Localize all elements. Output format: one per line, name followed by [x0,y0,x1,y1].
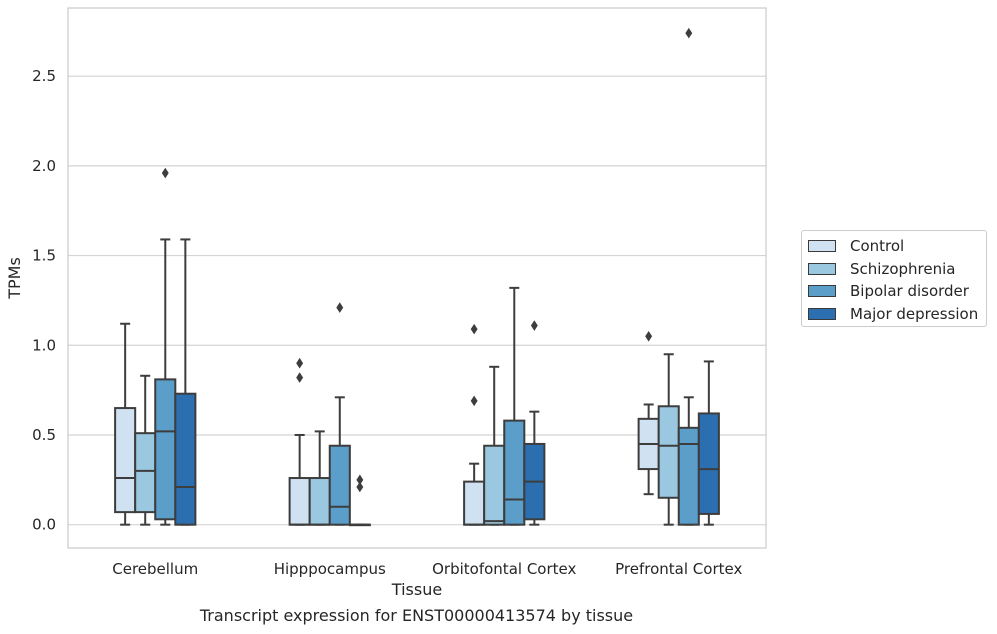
box-iqr [114,407,137,514]
box-3-3 [697,360,720,526]
legend-label: Bipolar disorder [850,282,969,301]
box-0-2 [154,167,177,526]
box-iqr [503,419,526,526]
outlier-point [470,323,478,335]
x-tick-label: Hipppocampus [274,560,386,578]
outlier-point [296,372,304,383]
y-tick-label: 2.0 [32,157,56,175]
box-iqr [174,392,197,526]
outlier-point [530,320,538,331]
box-iqr [288,477,311,526]
y-tick-label: 0.5 [32,426,56,444]
box-0-0 [114,322,137,526]
x-tick-label: Cerebellum [112,560,198,578]
box-iqr [463,480,486,526]
box-iqr [697,412,720,515]
legend-swatch [808,285,836,298]
legend: Control Schizophrenia Bipolar disorder Majo… [801,230,987,327]
legend-label: Schizophrenia [850,259,956,278]
outlier-point [336,302,344,313]
box-iqr [657,405,680,499]
legend-swatch [808,262,836,275]
box-2-3 [523,320,546,526]
outlier-point [356,481,364,493]
x-tick-label: Prefrontal Cortex [615,560,742,578]
box-2-1 [483,365,506,526]
box-1-3 [348,474,371,527]
y-tick-label: 1.5 [32,247,56,265]
box-iqr [308,477,331,526]
box-iqr [328,444,351,526]
box-iqr [483,444,506,526]
box-iqr [154,378,177,521]
y-tick-labels: 0.0 0.5 1.0 1.5 2.0 2.5 [32,67,56,534]
boxes-layer [114,27,720,527]
legend-label: Major depression [850,304,979,323]
x-axis-label: Tissue [391,580,442,599]
x-tick-labels: Cerebellum Hipppocampus Orbitofontal Corte… [112,560,742,578]
legend-item: Major depression [808,303,980,326]
y-tick-label: 2.5 [32,67,56,85]
legend-label: Control [850,237,905,256]
legend-swatch [808,307,836,320]
legend-item: Control [808,235,980,258]
y-tick-label: 0.0 [32,516,56,534]
outlier-point [161,167,169,179]
box-1-2 [328,302,351,526]
box-0-3 [174,238,197,526]
box-iqr [134,432,157,514]
outlier-point [470,395,478,407]
outlier-point [685,27,693,39]
legend-item: Schizophrenia [808,258,980,281]
plot-frame [67,7,767,549]
legend-item: Bipolar disorder [808,280,980,303]
outlier-point [356,474,364,486]
y-axis-label: TPMs [5,257,24,300]
box-iqr [677,426,700,526]
outlier-point [296,357,304,369]
outlier-point [645,331,653,342]
y-tick-label: 1.0 [32,336,56,354]
x-tick-label: Orbitofontal Cortex [432,560,576,578]
box-2-0 [463,323,486,526]
box-1-0 [288,357,311,526]
chart-caption: Transcript expression for ENST0000041357… [199,606,634,625]
legend-swatch [808,240,836,253]
